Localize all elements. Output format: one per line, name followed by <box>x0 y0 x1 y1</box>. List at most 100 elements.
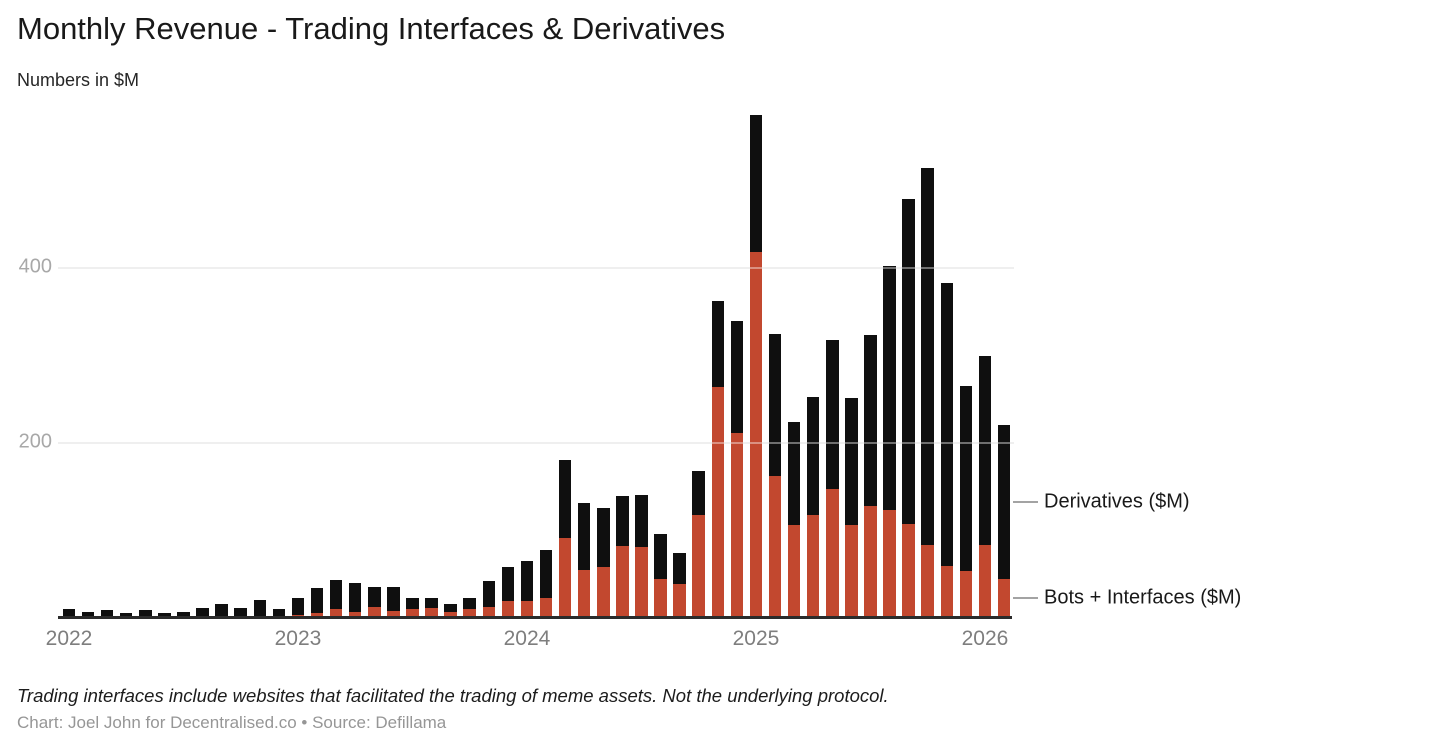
bar-segment-derivatives <box>119 612 133 618</box>
bar-segment-bots-interfaces <box>749 252 763 618</box>
bar-segment-derivatives <box>997 424 1011 579</box>
bar-segment-derivatives <box>845 398 858 526</box>
bar-segment-bots-interfaces <box>997 578 1011 618</box>
bar-segment-bots-interfaces <box>654 578 667 618</box>
bar-segment-bots-interfaces <box>348 611 362 618</box>
bar-segment-derivatives <box>310 588 324 613</box>
bar-segment-bots-interfaces <box>806 514 820 618</box>
bar-segment-derivatives <box>978 356 992 546</box>
bar-segment-derivatives <box>444 604 457 612</box>
bar-segment-derivatives <box>520 561 534 602</box>
x-axis-tick-label: 2025 <box>732 627 780 650</box>
bar-segment-derivatives <box>749 114 763 253</box>
x-axis-tick-label: 2022 <box>45 627 93 650</box>
x-axis-tick-label: 2024 <box>503 627 551 650</box>
bar-segment-derivatives <box>711 301 725 387</box>
bar-segment-derivatives <box>348 583 362 612</box>
bar-segment-derivatives <box>654 534 667 579</box>
bar-segment-bots-interfaces <box>635 547 648 618</box>
gridline-overlay <box>58 442 1014 444</box>
bar-segment-bots-interfaces <box>310 612 324 618</box>
bar-segment-derivatives <box>158 612 171 618</box>
x-axis-tick-label: 2023 <box>274 627 322 650</box>
bar-segment-derivatives <box>62 609 76 618</box>
x-axis-tick-label: 2026 <box>961 627 1009 650</box>
bar-segment-derivatives <box>196 608 209 618</box>
bar-segment-bots-interfaces <box>463 609 476 618</box>
bar-segment-bots-interfaces <box>387 611 400 618</box>
bar-segment-bots-interfaces <box>692 514 705 618</box>
chart-subtitle: Numbers in $M <box>17 70 140 90</box>
legend-label-derivatives: Derivatives ($M) <box>1044 490 1190 513</box>
chart-title: Monthly Revenue - Trading Interfaces & D… <box>17 11 726 46</box>
bar-segment-derivatives <box>616 495 629 547</box>
bar-segment-derivatives <box>272 609 286 617</box>
bar-segment-bots-interfaces <box>902 523 915 618</box>
bar-segment-derivatives <box>501 567 515 602</box>
legend-label-bots-interfaces: Bots + Interfaces ($M) <box>1044 586 1242 609</box>
gridline-overlay <box>58 267 1014 269</box>
y-axis-tick-label: 200 <box>18 430 52 453</box>
bar-segment-bots-interfaces <box>501 601 515 618</box>
bar-segment-derivatives <box>864 335 877 506</box>
bar-segment-bots-interfaces <box>673 583 686 618</box>
bar-segment-derivatives <box>806 396 820 515</box>
bar-segment-derivatives <box>234 608 247 618</box>
bar-segment-derivatives <box>329 580 343 610</box>
bar-segment-bots-interfaces <box>425 607 438 618</box>
bar-segment-derivatives <box>291 597 305 615</box>
bar-segment-bots-interfaces <box>444 611 457 618</box>
bar-segment-derivatives <box>940 282 954 567</box>
bar-segment-derivatives <box>597 507 610 568</box>
bar-segment-derivatives <box>139 610 152 618</box>
chart-credit: Chart: Joel John for Decentralised.co • … <box>17 713 447 732</box>
bar-segment-derivatives <box>902 198 915 524</box>
bar-segment-derivatives <box>883 266 896 511</box>
bar-segment-derivatives <box>787 422 801 526</box>
bar-segment-derivatives <box>368 587 381 607</box>
bar-segment-bots-interfaces <box>826 488 839 618</box>
bar-segment-bots-interfaces <box>959 570 973 618</box>
bar-segment-derivatives <box>81 611 95 618</box>
bar-segment-bots-interfaces <box>787 525 801 618</box>
bar-segment-derivatives <box>253 599 267 617</box>
legend-connector-derivatives <box>1013 500 1038 503</box>
bar-segment-derivatives <box>387 586 400 611</box>
bar-segment-bots-interfaces <box>368 606 381 618</box>
bar-segment-derivatives <box>100 610 114 618</box>
bar-segment-bots-interfaces <box>539 597 553 618</box>
bar-segment-bots-interfaces <box>940 566 954 618</box>
bar-segment-bots-interfaces <box>978 545 992 618</box>
bar-segment-derivatives <box>539 549 553 598</box>
bar-segment-derivatives <box>673 553 686 584</box>
bar-segment-bots-interfaces <box>577 569 591 618</box>
bar-segment-derivatives <box>406 597 419 610</box>
bar-segment-derivatives <box>921 168 934 546</box>
bar-segment-derivatives <box>730 321 744 434</box>
bar-segment-derivatives <box>215 604 228 618</box>
gridline <box>58 442 1014 444</box>
bar-segment-bots-interfaces <box>711 387 725 618</box>
bar-segment-bots-interfaces <box>520 601 534 618</box>
bar-segment-derivatives <box>558 459 572 539</box>
legend-connector-bots <box>1013 597 1038 600</box>
bar-segment-bots-interfaces <box>921 545 934 618</box>
bar-segment-bots-interfaces <box>329 609 343 618</box>
bar-segment-bots-interfaces <box>406 609 419 618</box>
bar-segment-derivatives <box>463 597 476 610</box>
gridline <box>58 267 1014 269</box>
bar-segment-bots-interfaces <box>768 476 782 618</box>
bar-segment-bots-interfaces <box>558 538 572 618</box>
bar-segment-bots-interfaces <box>597 567 610 618</box>
bar-segment-derivatives <box>482 581 496 607</box>
bar-segment-derivatives <box>635 494 648 548</box>
bar-segment-bots-interfaces <box>883 510 896 618</box>
bar-segment-bots-interfaces <box>482 606 496 618</box>
bar-segment-derivatives <box>826 339 839 489</box>
bar-segment-derivatives <box>425 597 438 608</box>
bar-segment-derivatives <box>959 386 973 571</box>
bar-segment-bots-interfaces <box>864 506 877 618</box>
bar-segment-bots-interfaces <box>730 433 744 618</box>
x-axis-line <box>58 616 1012 619</box>
